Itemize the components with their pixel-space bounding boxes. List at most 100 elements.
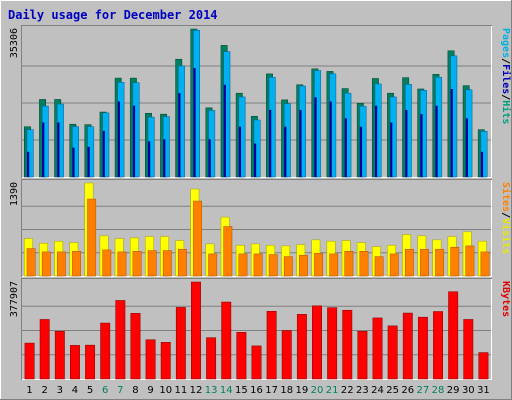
legend: Sites/Visits [500,182,512,254]
bar-kbytes-day-19 [296,314,307,380]
x-tick-label: 10 [159,385,172,396]
x-tick-label: 12 [190,385,203,396]
x-tick-label: 17 [265,385,278,396]
legend-item-sites: Sites [500,182,512,212]
bar-kbytes-day-3 [54,331,65,380]
axis-max-label: 1390 [9,182,20,206]
bar-kbytes-day-7 [115,300,126,380]
x-tick-label: 16 [250,385,263,396]
bar-files-day-16 [253,143,257,177]
x-tick-label: 24 [371,385,384,396]
bar-sites-day-5 [87,198,97,277]
bar-sites-day-9 [147,250,157,277]
x-tick-label: 4 [72,385,78,396]
bar-sites-day-18 [283,256,293,277]
bar-sites-day-10 [162,250,172,277]
bar-sites-day-2 [41,251,51,277]
bar-sites-day-3 [57,251,66,277]
bar-kbytes-day-15 [236,332,247,380]
bar-kbytes-day-4 [70,345,80,380]
bar-files-day-13 [208,139,211,177]
x-tick-label: 5 [87,385,93,396]
bar-sites-day-28 [435,248,445,277]
bar-files-day-7 [117,101,120,177]
bar-kbytes-day-29 [448,291,459,380]
bar-sites-day-19 [299,255,308,277]
x-tick-label: 2 [42,385,48,396]
bar-sites-day-7 [117,251,127,277]
bar-sites-day-26 [404,248,414,277]
bar-files-day-19 [299,109,302,177]
bar-sites-day-13 [208,253,218,277]
bar-files-day-18 [284,126,287,177]
x-tick-label: 26 [401,385,414,396]
bar-kbytes-day-27 [417,316,428,380]
x-axis-labels: 1 2 3 4 5 6 7 8 9 10 11 12 13 14 15 16 17 18 19 20 21 22 23 24 2… [26,385,489,396]
x-tick-label: 11 [174,385,187,396]
bar-kbytes-day-25 [387,325,398,380]
bar-sites-day-16 [253,253,263,277]
bar-sites-day-22 [344,250,354,277]
bar-sites-day-31 [480,251,490,277]
bar-sites-day-8 [132,250,142,277]
x-tick-label: 28 [432,385,445,396]
bar-files-day-26 [405,109,408,177]
bar-files-day-1 [26,151,30,177]
bar-sites-day-21 [329,253,339,277]
bar-files-day-22 [344,118,347,177]
bar-kbytes-day-28 [433,311,443,380]
bar-kbytes-day-9 [145,339,156,380]
legend-item-pages: Pages [500,28,511,58]
panel-visits-sites: 1390 Sites/Visits [9,179,512,277]
bar-files-day-5 [87,146,90,177]
legend-item-visits: Visits [500,218,512,254]
x-tick-label: 31 [477,385,490,396]
x-tick-label: 6 [102,385,108,396]
bar-sites-day-15 [238,253,248,277]
bar-kbytes-day-17 [266,310,277,380]
bar-kbytes-day-24 [372,317,383,380]
bar-sites-day-4 [72,250,81,277]
panel-hits-files-pages: 35306 Pages/Files/Hits [9,25,512,178]
bar-files-day-12 [193,68,196,177]
bar-files-day-28 [435,105,438,177]
x-tick-label: 27 [417,385,430,396]
bar-files-day-23 [359,126,363,177]
legend-item-separator: / [500,58,511,64]
bar-sites-day-12 [193,200,202,277]
x-tick-label: 22 [341,385,354,396]
x-tick-label: 13 [205,385,218,396]
bar-sites-day-23 [359,250,369,277]
axis-max-label: 35306 [9,28,20,58]
bar-files-day-24 [374,105,378,177]
x-tick-label: 20 [311,385,324,396]
bar-sites-day-29 [450,246,460,277]
bar-files-day-30 [465,118,468,177]
bar-kbytes-day-22 [342,309,353,380]
bar-files-day-17 [269,109,272,177]
bar-kbytes-day-13 [206,337,217,380]
bar-files-day-6 [102,130,105,177]
bar-kbytes-day-30 [463,319,474,380]
bar-kbytes-day-8 [130,313,141,380]
x-tick-label: 7 [117,385,123,396]
legend-item-separator: / [500,212,511,218]
x-tick-label: 8 [132,385,138,396]
x-tick-label: 14 [220,385,233,396]
bar-sites-day-11 [178,248,187,277]
x-tick-label: 25 [386,385,399,396]
bar-files-day-29 [450,88,453,177]
x-tick-label: 21 [326,385,339,396]
bar-kbytes-day-20 [312,305,322,380]
legend-item-files: Files [500,64,512,94]
chart-title: Daily usage for December 2014 [8,8,218,22]
bar-files-day-21 [329,101,332,177]
bar-kbytes-day-16 [251,345,262,380]
x-tick-label: 30 [462,385,475,396]
bar-sites-day-27 [420,248,429,277]
x-tick-label: 1 [26,385,32,396]
x-tick-label: 29 [447,385,460,396]
